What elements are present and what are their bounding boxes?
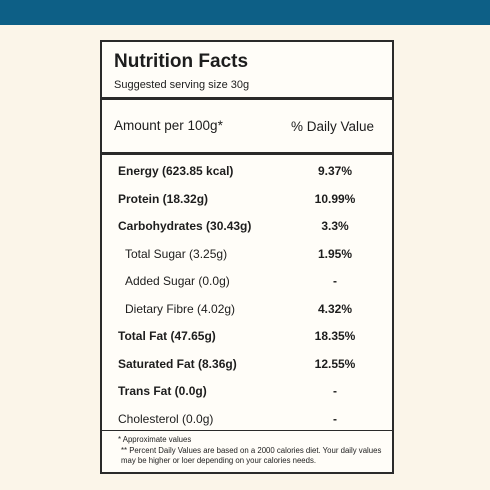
footnote-daily-values: ** Percent Daily Values are based on a 2…: [121, 445, 382, 466]
nutrient-daily-value: -: [333, 411, 337, 426]
divider-thick: [102, 152, 392, 155]
nutrient-name: Added Sugar (0.0g): [125, 274, 230, 288]
nutrient-row-carbohydrates: Carbohydrates (30.43g) 3.3%: [102, 210, 392, 238]
nutrient-name: Cholesterol (0.0g): [118, 411, 214, 426]
nutrient-daily-value: 9.37%: [317, 164, 353, 178]
nutrient-row-dietary-fibre: Dietary Fibre (4.02g) 4.32%: [102, 293, 392, 321]
nutrient-daily-value: 1.95%: [317, 246, 353, 261]
nutrient-name: Protein (18.32g): [118, 191, 209, 206]
divider-thin: [102, 430, 392, 431]
footnote: * Approximate values ** Percent Daily Va…: [118, 435, 388, 467]
nutrition-facts-label: Nutrition Facts Suggested serving size 3…: [100, 40, 394, 474]
nutrient-row-protein: Protein (18.32g) 10.99%: [102, 183, 392, 211]
nutrient-name: Trans Fat (0.0g): [118, 384, 207, 398]
nutrient-row-total-fat: Total Fat (47.65g) 18.35%: [102, 320, 392, 348]
nutrient-row-energy: Energy (623.85 kcal) 9.37%: [102, 155, 392, 183]
nutrient-row-cholesterol: Cholesterol (0.0g) -: [102, 403, 392, 431]
serving-size: Suggested serving size 30g: [114, 79, 250, 91]
nutrient-name: Energy (623.85 kcal): [118, 164, 234, 178]
nutrient-daily-value: -: [333, 274, 337, 288]
nutrient-row-saturated-fat: Saturated Fat (8.36g) 12.55%: [102, 348, 392, 376]
nutrient-row-added-sugar: Added Sugar (0.0g) -: [102, 265, 392, 293]
nutrient-name: Total Sugar (3.25g): [125, 246, 228, 261]
nutrient-daily-value: -: [333, 384, 337, 398]
footnote-approximate: * Approximate values: [118, 435, 192, 444]
nutrient-name: Dietary Fibre (4.02g): [125, 301, 236, 316]
amount-header: Amount per 100g*: [114, 118, 223, 133]
nutrient-daily-value: 18.35%: [314, 329, 356, 343]
label-title: Nutrition Facts: [114, 51, 249, 72]
nutrient-row-total-sugar: Total Sugar (3.25g) 1.95%: [102, 238, 392, 266]
daily-value-header: % Daily Value: [291, 119, 375, 134]
nutrient-daily-value: 10.99%: [314, 191, 356, 206]
nutrient-name: Total Fat (47.65g): [118, 329, 216, 343]
divider-thick: [102, 97, 392, 100]
top-banner: [0, 0, 490, 25]
nutrient-name: Carbohydrates (30.43g): [118, 219, 252, 233]
nutrient-row-trans-fat: Trans Fat (0.0g) -: [102, 375, 392, 403]
nutrient-daily-value: 12.55%: [314, 356, 356, 371]
nutrient-name: Saturated Fat (8.36g): [118, 356, 237, 371]
nutrient-daily-value: 4.32%: [317, 301, 353, 316]
nutrient-daily-value: 3.3%: [321, 219, 349, 233]
nutrient-list: Energy (623.85 kcal) 9.37% Protein (18.3…: [102, 155, 392, 430]
